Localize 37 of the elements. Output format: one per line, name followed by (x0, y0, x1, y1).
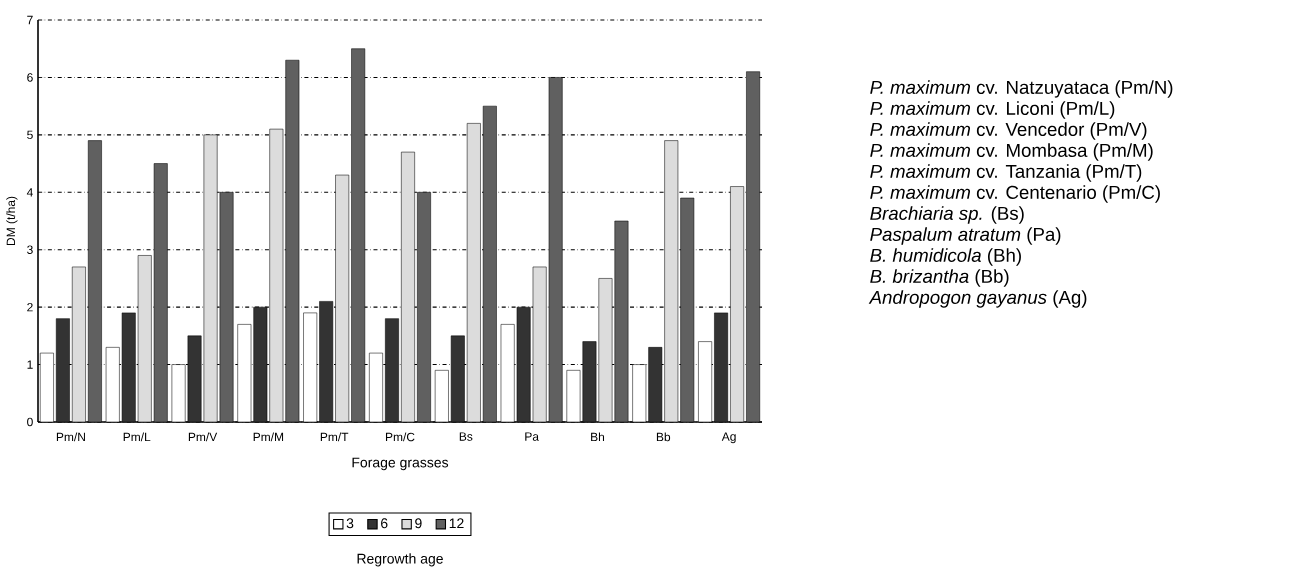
x-tick-label: Pm/C (385, 432, 415, 442)
legend-label: 9 (415, 518, 422, 529)
text: B. humidicola (Bh) (870, 248, 1021, 266)
text: Andropogon gayanus (Ag) (868, 290, 1087, 308)
y-axis-title: DM (t/ha) (6, 196, 18, 246)
x-tick-label: Pm/V (188, 432, 218, 442)
legend-label: 12 (449, 518, 464, 529)
text: P. maximum cv. Vencedor (Pm/V) (870, 122, 1147, 140)
y-tick-label: 2 (27, 302, 33, 312)
text: Paspalum atratum (Pa) (870, 227, 1061, 245)
text: P. maximum cv. Liconi (Pm/L) (870, 101, 1115, 119)
x-tick-label: Bb (656, 432, 671, 442)
x-tick-label: Pa (525, 432, 539, 441)
x-tick-label: Pm/N (56, 432, 85, 442)
x-tick-label: Pm/T (320, 432, 349, 442)
x-tick-label: Pm/M (253, 432, 284, 442)
legend-label: 6 (381, 518, 388, 529)
y-tick-label: 5 (27, 130, 33, 140)
legend-title: Regrowth age (357, 553, 443, 567)
x-tick-label: Bs (459, 432, 473, 441)
y-tick-label: 6 (27, 73, 33, 82)
y-tick-label: 4 (26, 188, 33, 197)
y-tick-label: 7 (27, 15, 33, 25)
x-tick-label: Pm/L (123, 432, 151, 442)
y-tick-label: 3 (27, 245, 33, 254)
text: B. brizantha (Bb) (870, 269, 1009, 287)
x-tick-label: Bh (591, 432, 605, 442)
text: P. maximum cv. Tanzania (Pm/T) (870, 164, 1142, 182)
x-tick-label: Ag (721, 432, 736, 444)
legend-label: 3 (346, 518, 354, 529)
y-tick-label: 1 (27, 360, 33, 369)
text: P. maximum cv. Mombasa (Pm/M) (870, 143, 1153, 161)
text: P. maximum cv. Natzuyataca (Pm/N) (870, 80, 1173, 98)
y-tick-label: 0 (27, 417, 33, 427)
text: Brachiaria sp. (Bs) (870, 206, 1024, 224)
x-axis-title: Forage grasses (352, 457, 449, 471)
text: P. maximum cv. Centenario (Pm/C) (870, 185, 1160, 203)
